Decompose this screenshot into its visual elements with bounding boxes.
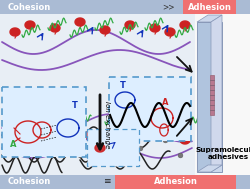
Polygon shape bbox=[110, 124, 120, 132]
Polygon shape bbox=[197, 15, 222, 22]
Polygon shape bbox=[30, 126, 40, 134]
FancyBboxPatch shape bbox=[87, 129, 139, 166]
Polygon shape bbox=[75, 18, 85, 26]
Text: Adhesion: Adhesion bbox=[188, 3, 232, 12]
Polygon shape bbox=[55, 121, 65, 129]
Bar bbox=[0, 14, 195, 175]
Text: Ion exchange: Ion exchange bbox=[104, 101, 110, 149]
Text: T: T bbox=[72, 101, 78, 110]
Polygon shape bbox=[140, 118, 150, 126]
Text: ≡: ≡ bbox=[104, 177, 111, 186]
Polygon shape bbox=[25, 21, 35, 29]
Bar bbox=[115, 175, 236, 189]
Bar bbox=[0, 0, 250, 14]
Text: Adhesion: Adhesion bbox=[154, 177, 198, 186]
Text: Cohesion: Cohesion bbox=[8, 3, 51, 12]
Bar bbox=[0, 175, 250, 189]
Bar bbox=[210, 75, 214, 115]
Polygon shape bbox=[180, 21, 190, 29]
FancyBboxPatch shape bbox=[2, 87, 86, 157]
Polygon shape bbox=[10, 28, 20, 36]
Polygon shape bbox=[125, 21, 135, 29]
Polygon shape bbox=[197, 165, 222, 172]
Bar bbox=[197, 22, 211, 172]
FancyBboxPatch shape bbox=[109, 77, 191, 141]
Polygon shape bbox=[85, 131, 95, 139]
Bar bbox=[183, 0, 236, 14]
Polygon shape bbox=[100, 26, 110, 34]
Text: >>: >> bbox=[162, 3, 175, 12]
Polygon shape bbox=[150, 24, 160, 32]
Polygon shape bbox=[50, 24, 60, 32]
Text: Supramolecular
adhesives: Supramolecular adhesives bbox=[196, 147, 250, 160]
Text: A: A bbox=[162, 98, 168, 107]
Polygon shape bbox=[7, 118, 17, 126]
Polygon shape bbox=[180, 136, 190, 144]
Polygon shape bbox=[211, 15, 222, 172]
Text: A: A bbox=[10, 140, 16, 149]
Polygon shape bbox=[165, 28, 175, 36]
Polygon shape bbox=[95, 144, 105, 152]
Bar bbox=[208, 22, 222, 172]
Text: T: T bbox=[120, 81, 126, 90]
Text: Cohesion: Cohesion bbox=[8, 177, 51, 186]
Polygon shape bbox=[165, 126, 175, 134]
